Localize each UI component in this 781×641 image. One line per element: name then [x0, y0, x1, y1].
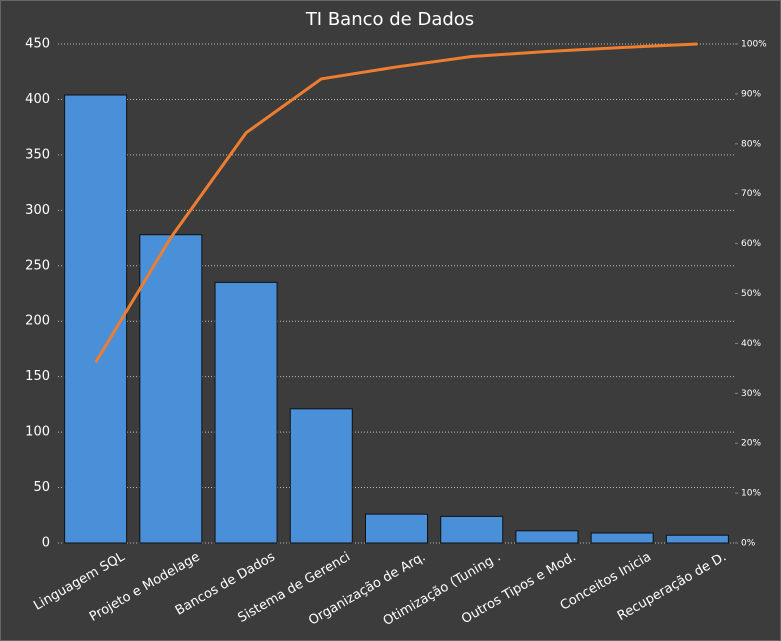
y2-tick-label: 10%	[741, 489, 761, 499]
y-tick-label: 200	[25, 314, 50, 329]
bar	[64, 94, 128, 544]
y-tick-label: 250	[25, 258, 50, 273]
y2-tick-label: 40%	[741, 339, 761, 349]
bar	[515, 530, 579, 544]
y2-tick-label: 100%	[741, 40, 767, 50]
bar	[665, 534, 729, 544]
y2-tick-label: 20%	[741, 439, 761, 449]
bar	[289, 408, 353, 544]
bar	[440, 515, 504, 544]
y2-tick-label: 70%	[741, 189, 761, 199]
y-tick-label: 450	[25, 37, 50, 52]
bar	[214, 281, 278, 544]
y2-tick-label: 80%	[741, 139, 761, 149]
y-tick-label: 150	[25, 369, 50, 384]
pareto-line	[94, 42, 698, 364]
y2-tick-label: 30%	[741, 389, 761, 399]
y2-tick-label: 60%	[741, 239, 761, 249]
y-tick-label: 50	[33, 480, 50, 495]
y2-tick-label: 90%	[741, 89, 761, 99]
y-tick-label: 0	[42, 536, 50, 551]
y2-tick-label: 50%	[741, 289, 761, 299]
y-tick-label: 300	[25, 203, 50, 218]
chart-title: TI Banco de Dados	[305, 9, 474, 30]
y2-tick-label: 0%	[741, 539, 756, 549]
y-tick-label: 100	[25, 425, 50, 440]
y-tick-label: 350	[25, 147, 50, 162]
bar	[139, 234, 203, 544]
y-tick-label: 400	[25, 92, 50, 107]
bar	[590, 532, 654, 544]
bar	[365, 513, 428, 544]
